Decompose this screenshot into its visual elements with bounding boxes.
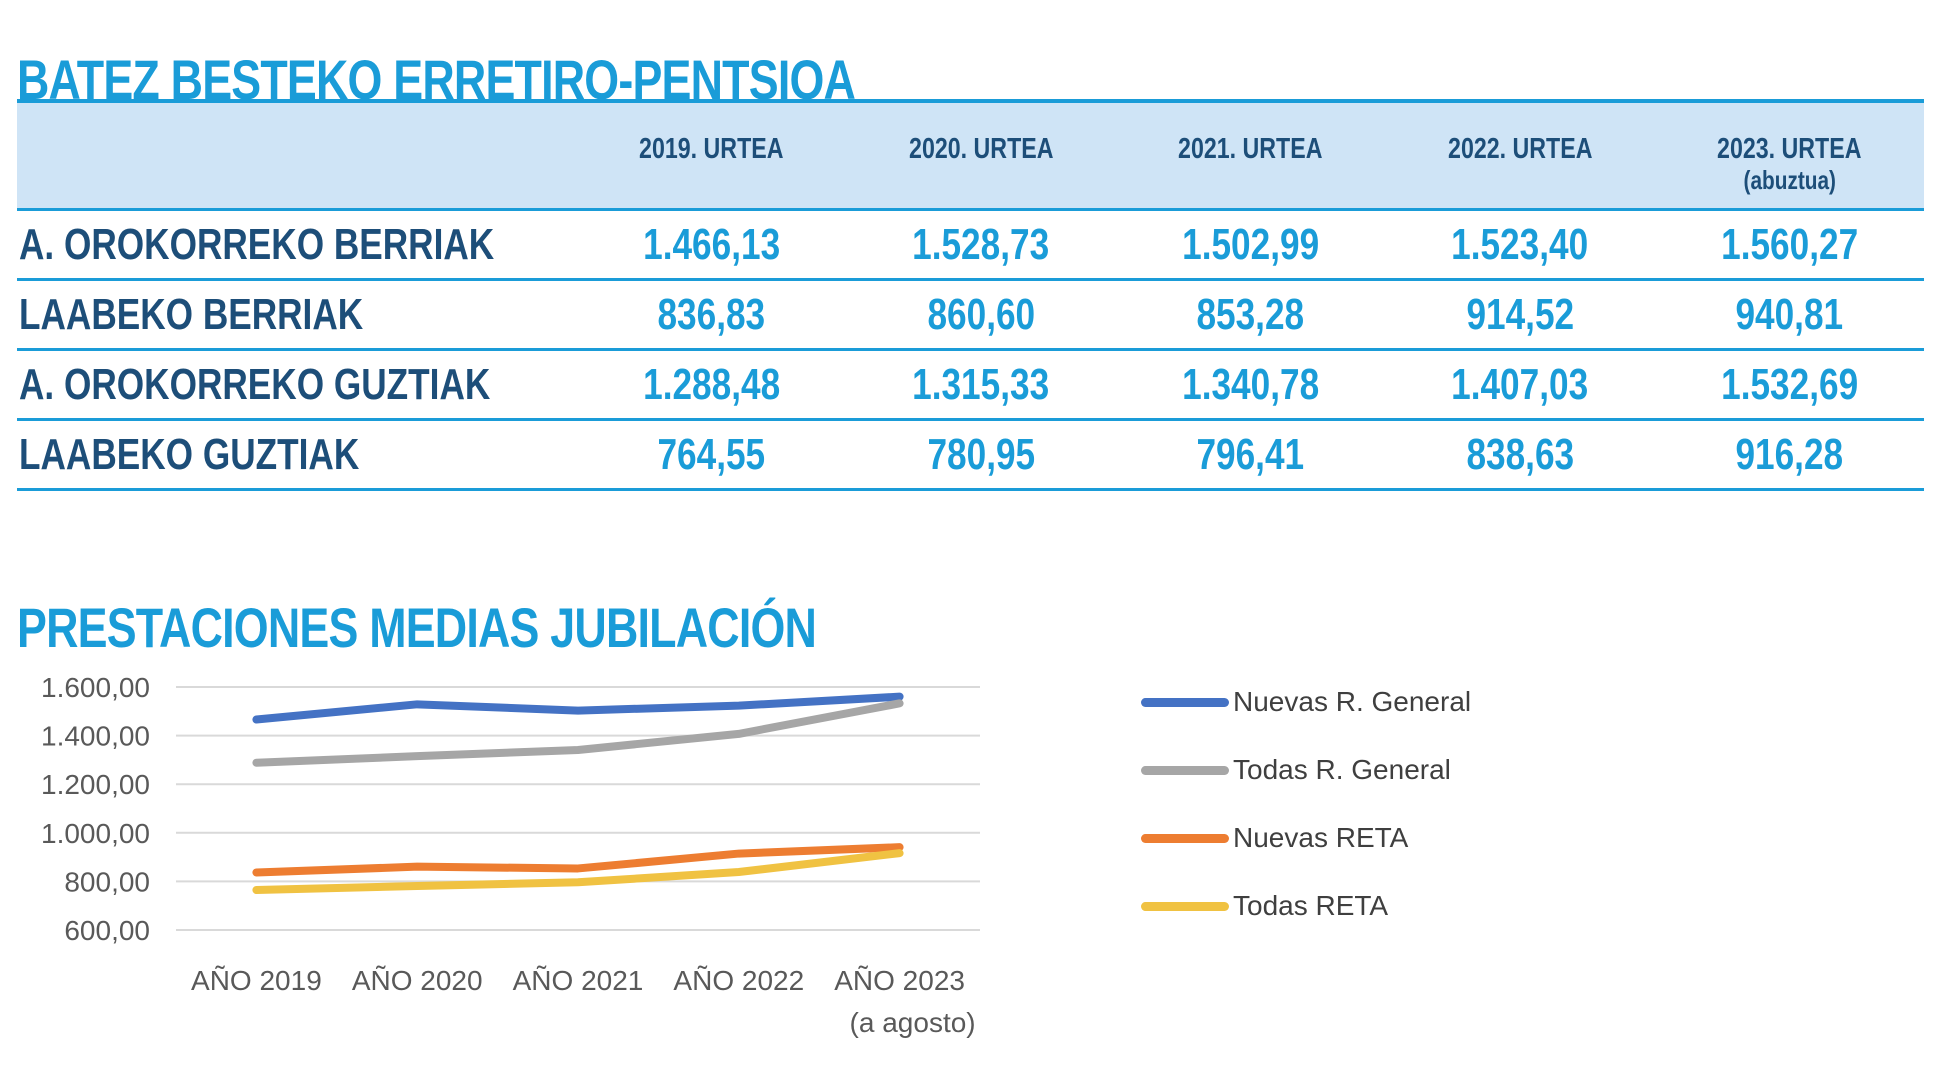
- legend-label: Nuevas RETA: [1233, 822, 1409, 853]
- column-header-2020: 2020. URTEA: [908, 133, 1054, 165]
- y-axis-tick-label: 1.600,00: [41, 672, 150, 703]
- legend-color-swatch: [1141, 901, 1229, 911]
- pension-table: 2019. URTEA 2020. URTEA 2021. URTEA 2022. U…: [17, 99, 1924, 491]
- cell-value: 1.528,73: [912, 219, 1050, 269]
- series-line-todas-r-general: [252, 699, 904, 767]
- cell-value: 1.502,99: [1181, 219, 1319, 269]
- y-axis-tick-label: 1.000,00: [41, 818, 150, 849]
- cell-value: 853,28: [1196, 289, 1305, 339]
- column-header-2023: 2023. URTEA (abuztua): [1717, 133, 1862, 196]
- y-axis-tick-label: 600,00: [64, 915, 150, 946]
- chart-svg: 1.600,00 1.400,00 1.200,00 1.000,00 800,00 60…: [41, 672, 980, 1038]
- legend-item: Todas R. General: [1141, 736, 1471, 804]
- cell-value: 1.466,13: [643, 219, 781, 269]
- row-label: A. OROKORREKO BERRIAK: [19, 219, 495, 269]
- cell-value: 836,83: [657, 289, 766, 339]
- x-axis-category-label: AÑO 2019: [191, 965, 322, 996]
- table-body: A. OROKORREKO BERRIAK 1.466,13 1.528,73 1.5…: [17, 211, 1924, 491]
- x-axis-category-label: AÑO 2023: [834, 965, 965, 996]
- legend-label: Todas RETA: [1233, 890, 1389, 921]
- table-header-row: 2019. URTEA 2020. URTEA 2021. URTEA 2022. U…: [17, 99, 1924, 211]
- column-header-empty: [17, 103, 577, 208]
- cell-value: 838,63: [1466, 429, 1574, 479]
- cell-value: 1.315,33: [912, 359, 1050, 409]
- y-axis-tick-label: 1.400,00: [41, 721, 150, 752]
- cell-value: 1.523,40: [1451, 219, 1589, 269]
- x-axis-category-label: AÑO 2022: [673, 965, 804, 996]
- row-label: LAABEKO GUZTIAK: [19, 429, 360, 479]
- cell-value: 1.532,69: [1720, 359, 1858, 409]
- cell-value: 1.340,78: [1181, 359, 1319, 409]
- series-line-nuevas-r-general: [252, 692, 904, 724]
- cell-value: 796,41: [1196, 429, 1305, 479]
- cell-value: 914,52: [1466, 289, 1574, 339]
- row-label: A. OROKORREKO GUZTIAK: [19, 359, 491, 409]
- table-row: A. OROKORREKO GUZTIAK 1.288,48 1.315,33 1.3…: [17, 351, 1924, 421]
- chart-section-title: PRESTACIONES MEDIAS JUBILACIÓN: [17, 595, 817, 659]
- y-axis-tick-label: 800,00: [64, 866, 150, 897]
- column-header-2021: 2021. URTEA: [1178, 133, 1323, 165]
- chart-legend: Nuevas R. General Todas R. General Nuevas …: [1141, 668, 1471, 940]
- table-row: A. OROKORREKO BERRIAK 1.466,13 1.528,73 1.5…: [17, 211, 1924, 281]
- legend-item: Todas RETA: [1141, 872, 1471, 940]
- legend-item: Nuevas RETA: [1141, 804, 1471, 872]
- legend-color-swatch: [1141, 833, 1229, 843]
- x-axis-category-label: AÑO 2021: [513, 965, 644, 996]
- cell-value: 1.407,03: [1451, 359, 1589, 409]
- series-line-nuevas-reta: [252, 843, 904, 877]
- column-header-2019: 2019. URTEA: [639, 133, 784, 165]
- line-chart: 1.600,00 1.400,00 1.200,00 1.000,00 800,00 60…: [0, 640, 1942, 1068]
- series-line-todas-reta: [252, 849, 904, 895]
- table-row: LAABEKO BERRIAK 836,83 860,60 853,28 914,52 9…: [17, 281, 1924, 351]
- legend-item: Nuevas R. General: [1141, 668, 1471, 736]
- cell-value: 916,28: [1735, 429, 1844, 479]
- x-axis-note: (a agosto): [850, 1007, 976, 1038]
- legend-label: Todas R. General: [1233, 754, 1451, 785]
- cell-value: 1.560,27: [1720, 219, 1858, 269]
- cell-value: 940,81: [1735, 289, 1844, 339]
- cell-value: 764,55: [657, 429, 766, 479]
- cell-value: 780,95: [927, 429, 1035, 479]
- legend-label: Nuevas R. General: [1233, 686, 1472, 717]
- legend-color-swatch: [1141, 765, 1229, 775]
- table-section-title: BATEZ BESTEKO ERRETIRO-PENTSIOA: [17, 47, 856, 111]
- cell-value: 860,60: [927, 289, 1035, 339]
- y-axis-tick-label: 1.200,00: [41, 769, 150, 800]
- table-row: LAABEKO GUZTIAK 764,55 780,95 796,41 838,63 9…: [17, 421, 1924, 491]
- row-label: LAABEKO BERRIAK: [19, 289, 364, 339]
- x-axis-category-label: AÑO 2020: [352, 965, 483, 996]
- cell-value: 1.288,48: [643, 359, 781, 409]
- column-header-2022: 2022. URTEA: [1447, 133, 1593, 165]
- legend-color-swatch: [1141, 697, 1229, 707]
